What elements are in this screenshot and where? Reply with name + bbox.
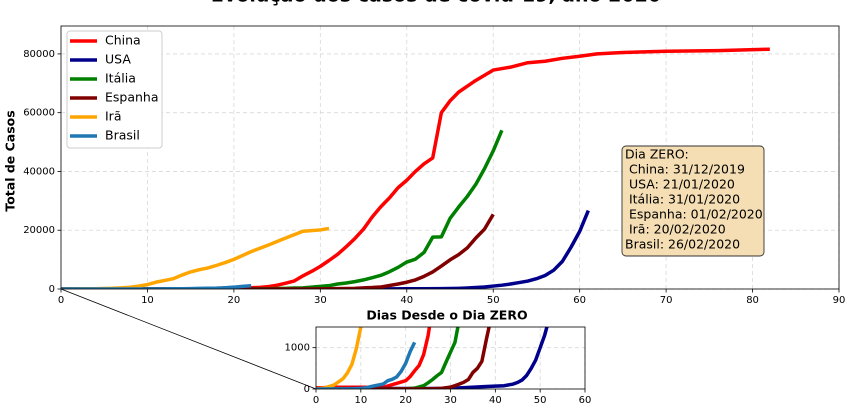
annotation-line: Espanha: 01/02/2020: [625, 207, 763, 222]
y-tick-label: 40000: [23, 166, 55, 177]
series-line: [316, 327, 363, 389]
annotation-line: USA: 21/01/2020: [625, 177, 735, 192]
x-tick-label: 20: [228, 295, 241, 306]
x-tick-label: 20: [399, 395, 412, 406]
annotation-line: Brasil: 26/02/2020: [625, 237, 740, 252]
legend-label: Espanha: [105, 90, 159, 105]
x-tick-label: 40: [400, 295, 413, 306]
axes-frame: [315, 326, 586, 390]
y-tick-label: 0: [49, 284, 55, 295]
x-tick-label: 0: [58, 295, 64, 306]
inset-connector: [60, 288, 317, 390]
y-axis-label: Total de Casos: [3, 110, 18, 211]
legend-label: China: [105, 33, 141, 48]
x-axis-label: Dias Desde o Dia ZERO: [366, 308, 527, 323]
x-tick-label: 80: [746, 295, 759, 306]
series-line: [316, 327, 460, 389]
x-tick-label: 40: [489, 395, 502, 406]
legend-label: Brasil: [105, 128, 140, 143]
series-line: [316, 327, 549, 389]
annotation-line: Dia ZERO:: [625, 147, 689, 162]
x-tick-label: 60: [579, 395, 592, 406]
series-layer: [316, 327, 549, 389]
legend-label: Irã: [105, 109, 122, 124]
axes-frame: [60, 25, 840, 290]
legend-label: USA: [105, 52, 131, 67]
y-tick-label: 0: [304, 384, 310, 395]
x-tick-label: 30: [314, 295, 327, 306]
annotation-line: Itália: 31/01/2020: [625, 192, 740, 207]
chart-title: Evolução dos casos de covid-19, ano 2020: [211, 0, 661, 7]
y-tick-label: 80000: [23, 49, 55, 60]
x-tick-label: 70: [660, 295, 673, 306]
annotation-box: [621, 145, 765, 257]
series-line: [316, 327, 432, 389]
annotation-line: China: 31/12/2019: [625, 162, 745, 177]
x-tick-label: 10: [354, 395, 367, 406]
x-tick-label: 90: [833, 295, 846, 306]
x-tick-label: 50: [534, 395, 547, 406]
x-tick-label: 50: [487, 295, 500, 306]
y-tick-label: 1000: [285, 343, 310, 354]
y-tick-label: 60000: [23, 108, 55, 119]
y-tick-label: 20000: [23, 225, 55, 236]
x-tick-label: 60: [573, 295, 586, 306]
x-tick-label: 0: [313, 395, 319, 406]
x-tick-label: 10: [141, 295, 154, 306]
legend-label: Itália: [105, 71, 136, 86]
series-line: [316, 327, 491, 389]
x-tick-label: 30: [444, 395, 457, 406]
annotation-line: Irã: 20/02/2020: [625, 222, 726, 237]
